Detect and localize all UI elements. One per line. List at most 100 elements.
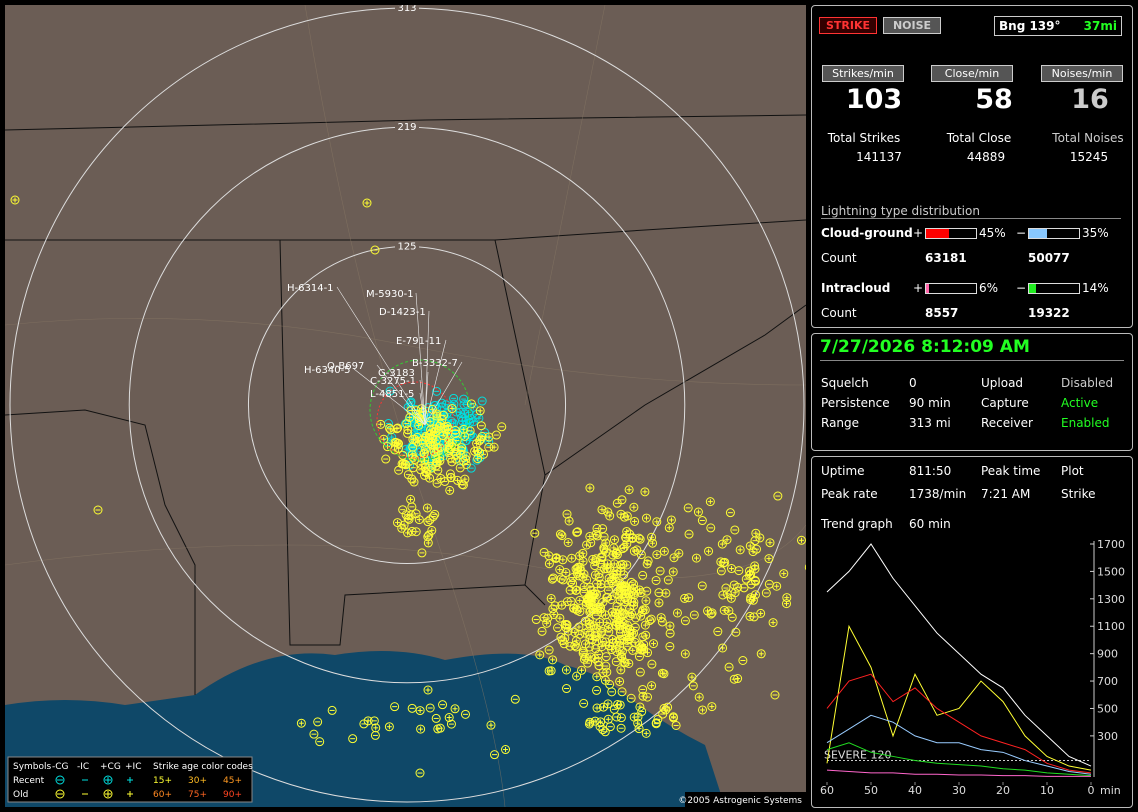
strike-symbol (543, 613, 553, 623)
rate-value: 16 (1071, 84, 1109, 115)
strike-symbol (425, 703, 435, 713)
strike-symbol (313, 717, 323, 727)
strike-symbol (642, 586, 652, 596)
strike-symbol (553, 623, 563, 633)
strike-symbol (599, 702, 609, 712)
storm-leader (424, 371, 429, 426)
strike-symbol (748, 547, 758, 557)
strike-symbol (438, 410, 448, 420)
strike-symbol (363, 716, 373, 726)
strike-symbol (595, 721, 605, 731)
strike-symbol (416, 724, 426, 734)
strike-symbol (472, 455, 482, 465)
stat-cell: 1738/min (909, 487, 967, 501)
strike-symbol (477, 396, 487, 406)
strike-symbol (638, 570, 648, 580)
strike-symbol (557, 600, 567, 610)
y-tick-label: 700 (1097, 675, 1118, 688)
strike-symbol (603, 592, 613, 602)
strike-symbol (638, 691, 648, 701)
distribution-title: Lightning type distribution (821, 204, 1121, 219)
strike-symbol (568, 579, 578, 589)
strike-symbol (445, 444, 455, 454)
strike-symbol (615, 676, 625, 686)
strike-symbol (619, 657, 629, 667)
strike-symbol (370, 245, 380, 255)
strike-symbol (635, 667, 645, 677)
legend-age: 15+ (153, 776, 172, 786)
pct-bar-frame (1028, 283, 1080, 294)
strike-symbol (348, 734, 358, 744)
strike-symbol (773, 491, 783, 501)
strike-symbol (680, 649, 690, 659)
storm-label: L-4851-5 (370, 389, 414, 400)
strike-symbol (457, 443, 467, 453)
trend-line (826, 769, 1091, 777)
severe-label: SEVERE 120 (824, 749, 892, 762)
stat-cell: Uptime (821, 464, 865, 478)
strike-symbol (703, 606, 713, 616)
strike-symbol (381, 454, 391, 464)
x-tick-label: 50 (864, 784, 878, 797)
ring-label: 219 (397, 122, 416, 133)
setting-cell: Enabled (1061, 416, 1110, 430)
strike-symbol (750, 536, 760, 546)
strike-button[interactable]: STRIKE (819, 17, 877, 34)
strike-symbol (624, 658, 634, 668)
strike-symbol (572, 585, 582, 595)
strike-symbol (556, 632, 566, 642)
strike-symbol (731, 627, 741, 637)
strike-symbol (639, 644, 649, 654)
strike-symbol (612, 550, 622, 560)
setting-cell: Upload (981, 376, 1024, 390)
status-panel: STRIKE NOISE Bng 139° 37mi Strikes/min C… (811, 5, 1133, 328)
x-tick-label: 10 (1040, 784, 1054, 797)
count-label: Count (821, 251, 857, 265)
strike-symbol (608, 638, 618, 648)
strike-symbol (473, 454, 483, 464)
strike-symbol (638, 605, 648, 615)
copyright-bg (685, 792, 806, 807)
strike-symbol (562, 509, 572, 519)
distance: 37mi (1083, 19, 1117, 33)
legend-text: Recent (13, 776, 45, 786)
strike-symbol (419, 449, 429, 459)
total-value: 141137 (856, 150, 902, 164)
strike-symbol (619, 542, 629, 552)
pct-bar-frame (1028, 228, 1080, 239)
strike-symbol (430, 427, 440, 437)
strike-symbol (657, 617, 667, 627)
strike-symbol (652, 517, 662, 527)
strike-symbol (622, 526, 632, 536)
setting-cell: 0 (909, 376, 917, 390)
strike-symbol (455, 463, 465, 473)
strike-symbol (566, 577, 576, 587)
strike-symbol (452, 427, 462, 437)
strike-symbol (546, 666, 556, 676)
strike-symbol (630, 622, 640, 632)
y-tick-label: 500 (1097, 702, 1118, 715)
strike-symbol (590, 561, 600, 571)
strike-symbol (586, 538, 596, 548)
strike-symbol (616, 713, 626, 723)
strike-symbol (617, 652, 627, 662)
noise-button[interactable]: NOISE (883, 17, 941, 34)
strike-symbol (626, 577, 636, 587)
strike-symbol (399, 520, 409, 530)
strike-symbol (596, 717, 606, 727)
strike-symbol (412, 437, 422, 447)
strike-symbol (470, 446, 480, 456)
strike-symbol (615, 642, 625, 652)
strike-symbol (592, 523, 602, 533)
strike-symbol (465, 426, 475, 436)
strike-symbol (461, 454, 471, 464)
strike-symbol (571, 604, 581, 614)
copyright: ©2005 Astrogenic Systems (678, 796, 802, 806)
strike-symbol (716, 566, 726, 576)
strike-symbol (705, 497, 715, 507)
strike-symbol (423, 685, 433, 695)
strike-symbol (734, 566, 744, 576)
strike-symbol (697, 516, 707, 526)
strike-symbol (594, 569, 604, 579)
trend-span: 60 min (909, 517, 951, 531)
